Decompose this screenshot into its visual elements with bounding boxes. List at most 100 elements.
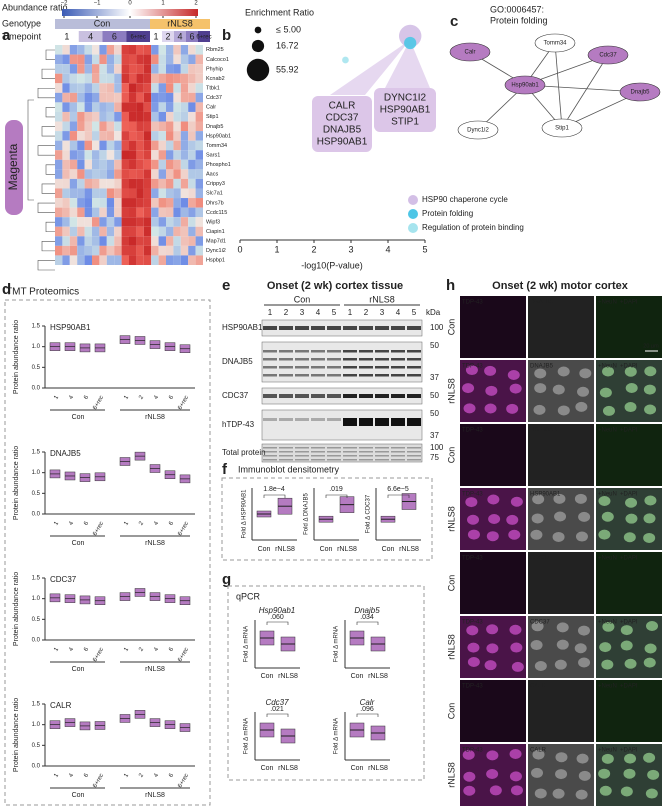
heatmap-cell (188, 73, 196, 84)
x-tick-label: 1 (274, 244, 279, 254)
p-value: .096 (360, 706, 374, 713)
band (375, 366, 389, 369)
cell (533, 404, 546, 415)
heatmap-cell (151, 54, 159, 65)
band (311, 326, 325, 330)
heatmap-cell (188, 54, 196, 65)
cell (463, 403, 476, 414)
channel-label: +DAPI (620, 364, 638, 370)
heatmap-cell (195, 150, 203, 160)
panel-letter: f (222, 461, 228, 478)
heatmap-cell (143, 245, 152, 256)
band (343, 418, 357, 426)
heatmap-cell (136, 169, 144, 179)
heatmap-cell (121, 255, 129, 265)
row-label: rNLS8 (446, 378, 456, 404)
heatmap-cell (62, 73, 70, 84)
heatmap-cell (166, 92, 174, 103)
heatmap-cell (188, 131, 196, 141)
heatmap-cell (143, 64, 152, 74)
heatmap-cell (69, 236, 78, 246)
heatmap-cell (69, 188, 78, 199)
band (343, 350, 357, 353)
heatmap-cell (180, 54, 189, 65)
heatmap-cell (129, 121, 137, 132)
cell (576, 753, 589, 764)
heatmap-cell (62, 140, 70, 151)
heatmap-cell (129, 102, 137, 112)
kda-value: 50 (430, 341, 439, 350)
band (375, 447, 389, 449)
x-tick-label: 2 (138, 646, 145, 652)
panel-letter: a (2, 27, 11, 44)
cluster-label: Magenta (6, 143, 20, 190)
heatmap-cell (166, 207, 174, 218)
band (263, 459, 277, 461)
plot-title: CALR (50, 701, 72, 710)
heatmap-cell (69, 131, 78, 141)
heatmap-cell (121, 54, 129, 65)
row-label: DNAJB5 (222, 357, 253, 366)
gene-label: Dync1i2 (206, 248, 226, 254)
x-tick-label: Con (261, 765, 274, 772)
channel-label: TDP-43 (462, 428, 483, 434)
heatmap-cell (84, 102, 92, 112)
cell (601, 659, 614, 670)
legend-dot (408, 223, 418, 233)
heatmap-cell (158, 64, 166, 74)
heatmap-cell (69, 92, 78, 103)
heatmap-cell (136, 255, 144, 265)
heatmap-cell (129, 92, 137, 103)
gene-title: Dnajb5 (354, 606, 380, 615)
heatmap-cell (158, 169, 166, 179)
x-tick-label: rNLS8 (278, 765, 298, 772)
panel-letter: e (222, 277, 230, 294)
heatmap-cell (129, 111, 137, 122)
heatmap-cell (92, 198, 100, 208)
heatmap-cell (106, 150, 115, 160)
heatmap-cell (195, 131, 203, 141)
band (295, 394, 309, 398)
channel-label: +DAPI (620, 684, 638, 690)
micrograph (460, 552, 526, 614)
cell (467, 642, 480, 653)
cell (552, 788, 565, 799)
band (295, 326, 309, 330)
channel-label: +NeuN (598, 300, 617, 306)
heatmap-cell (136, 140, 144, 151)
x-tick-label: Con (351, 673, 364, 680)
heatmap-cell (69, 54, 78, 65)
heatmap-cell (77, 255, 85, 265)
x-tick-label: 6+rec (177, 395, 190, 411)
channel-label: +DAPI (620, 300, 638, 306)
heatmap-cell (62, 102, 70, 112)
heatmap-cell (136, 159, 144, 170)
network-node (619, 82, 661, 102)
heatmap-cell (166, 140, 174, 151)
gene-name: CDC37 (326, 113, 359, 124)
heatmap-cell (173, 150, 181, 160)
heatmap-cell (129, 178, 137, 189)
heatmap-cell (77, 217, 85, 227)
dendrogram (45, 49, 55, 60)
lane-number: 4 (316, 308, 321, 317)
y-tick-label: 1.5 (32, 450, 41, 456)
colorbar (62, 9, 198, 16)
band (359, 358, 373, 361)
x-tick-label: 4 (153, 772, 160, 778)
heatmap-cell (166, 73, 174, 84)
timepoint: 4 (177, 31, 182, 41)
heatmap-cell (77, 226, 85, 237)
band (391, 350, 405, 353)
heatmap-cell (121, 83, 129, 93)
heatmap-cell (195, 178, 203, 189)
heatmap-cell (180, 169, 189, 179)
timepoint: 1 (64, 31, 69, 41)
x-tick-label: rNLS8 (275, 546, 295, 553)
cell (486, 750, 499, 761)
heatmap-cell (84, 150, 92, 160)
cell (602, 621, 615, 632)
heatmap-cell (84, 169, 92, 179)
heatmap-cell (62, 255, 70, 265)
kda-value: 100 (430, 323, 444, 332)
